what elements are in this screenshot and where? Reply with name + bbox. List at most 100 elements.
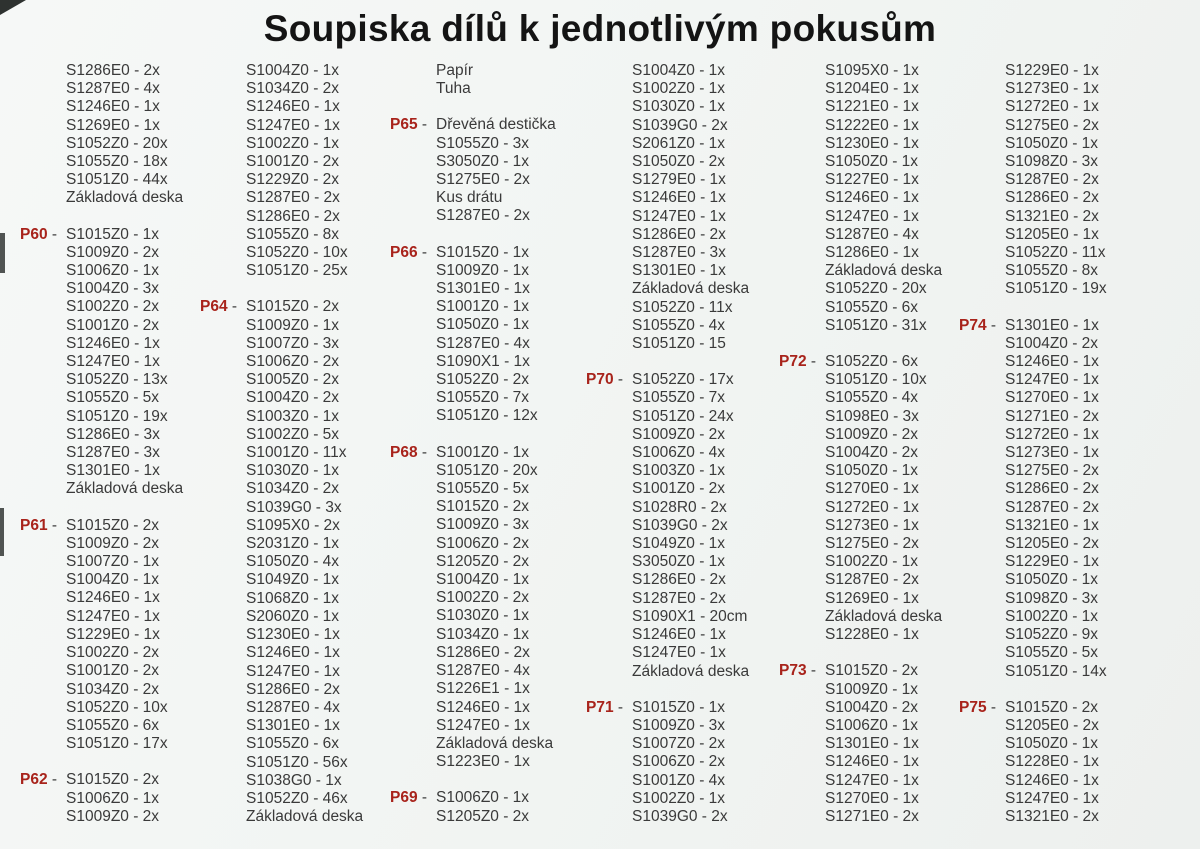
part-item: S1001Z0 - 11x xyxy=(246,444,347,462)
part-item: S1301E0 - 1x xyxy=(1005,316,1099,334)
part-item: S1090X1 - 1x xyxy=(436,352,530,370)
part-item: Základová deska xyxy=(825,607,943,625)
part-item: S1034Z0 - 2x xyxy=(66,680,160,698)
part-item: S1246E0 - 1x xyxy=(246,644,340,662)
part-item: S1015Z0 - 2x xyxy=(1005,698,1099,716)
label-dash: - xyxy=(47,225,58,243)
continued-parts-block: S1004Z0 - 1x S1002Z0 - 1x S1030Z0 - 1x S103… xyxy=(586,62,779,353)
part-item: S1205Z0 - 2x xyxy=(436,552,530,570)
experiment-label: P70 - xyxy=(586,371,624,389)
part-item: S1222E0 - 1x xyxy=(825,116,919,134)
part-item: S1015Z0 - 2x xyxy=(66,771,160,789)
part-item: S1287E0 - 2x xyxy=(1005,171,1099,189)
scan-edge-artifact xyxy=(0,508,4,556)
part-item: S1004Z0 - 1x xyxy=(632,62,726,79)
part-item: S1001Z0 - 4x xyxy=(632,771,726,789)
part-item: S1205E0 - 1x xyxy=(1005,225,1099,243)
part-item: S1001Z0 - 1x xyxy=(436,298,530,316)
experiment-block-p61: P61 - S1015Z0 - 2x S1009Z0 - 2x S1007Z0 - 1… xyxy=(20,517,200,754)
part-item: S1287E0 - 3x xyxy=(632,244,726,262)
part-item: S1001Z0 - 1x xyxy=(436,443,530,461)
part-item: S1050Z0 - 1x xyxy=(1005,134,1099,152)
part-item: S1275E0 - 2x xyxy=(436,171,530,189)
part-item: S1286E0 - 2x xyxy=(632,571,726,589)
part-item: S1001Z0 - 2x xyxy=(66,316,160,334)
part-item: S1246E0 - 1x xyxy=(66,589,160,607)
part-item: S1050Z0 - 1x xyxy=(825,153,919,171)
label-dash: - xyxy=(47,771,58,789)
part-item: S1247E0 - 1x xyxy=(246,662,340,680)
part-item: S1034Z0 - 2x xyxy=(246,80,340,98)
part-item: S1228E0 - 1x xyxy=(825,626,919,644)
part-item: S1030Z0 - 1x xyxy=(246,462,340,480)
part-item: S1246E0 - 1x xyxy=(632,626,726,644)
part-item: S1272E0 - 1x xyxy=(1005,98,1099,116)
part-item: S1275E0 - 2x xyxy=(825,535,919,553)
part-item: S1009Z0 - 3x xyxy=(632,716,726,734)
part-item: S1052Z0 - 17x xyxy=(632,371,734,389)
part-item: S1009Z0 - 3x xyxy=(436,516,530,534)
part-item: S1229E0 - 1x xyxy=(66,625,160,643)
part-item: S1247E0 - 1x xyxy=(66,353,160,371)
experiment-block-p73: P73 - S1015Z0 - 2x S1009Z0 - 1x S1004Z0 - 2… xyxy=(779,662,959,826)
part-item: S1009Z0 - 1x xyxy=(246,316,340,334)
part-item: S1229E0 - 1x xyxy=(1005,62,1099,79)
part-item: S1287E0 - 3x xyxy=(66,444,160,462)
part-item: S1009Z0 - 1x xyxy=(436,261,530,279)
part-item: S1052Z0 - 11x xyxy=(1005,244,1106,262)
part-item: S1006Z0 - 2x xyxy=(436,534,530,552)
experiment-label: P74 - xyxy=(959,316,997,334)
part-item: S1246E0 - 1x xyxy=(1005,353,1099,371)
part-item: S1098Z0 - 3x xyxy=(1005,153,1099,171)
part-item: S1230E0 - 1x xyxy=(825,134,919,152)
part-item: S1246E0 - 1x xyxy=(632,189,726,207)
part-item: S1049Z0 - 1x xyxy=(632,535,726,553)
part-item: S1051Z0 - 15 xyxy=(632,335,726,353)
experiment-label: P62 - xyxy=(20,771,58,789)
part-item: S1049Z0 - 1x xyxy=(246,571,340,589)
parts-column-3: Papír Tuha P65 - Dřevěná destička S1055Z0 - … xyxy=(390,62,586,826)
part-item: S1002Z0 - 1x xyxy=(825,553,919,571)
part-item: Kus drátu xyxy=(436,189,503,207)
experiment-block-p66: P66 - S1015Z0 - 1x S1009Z0 - 1x S1301E0 - 1… xyxy=(390,244,586,426)
part-item: S1098Z0 - 3x xyxy=(1005,589,1099,607)
part-item: S1246E0 - 1x xyxy=(66,98,160,116)
part-item: S1039G0 - 2x xyxy=(632,807,728,825)
part-item: S1006Z0 - 1x xyxy=(436,789,530,807)
part-item: S1055Z0 - 4x xyxy=(632,316,726,334)
part-item: S1009Z0 - 1x xyxy=(825,680,919,698)
part-item: S1052Z0 - 20x xyxy=(825,280,927,298)
part-item: S1287E0 - 4x xyxy=(66,80,160,98)
part-item: S1055Z0 - 7x xyxy=(632,389,726,407)
part-item: S1269E0 - 1x xyxy=(825,589,919,607)
part-item: S1002Z0 - 1x xyxy=(1005,607,1099,625)
part-item: S1205Z0 - 2x xyxy=(436,807,530,825)
label-dash: - xyxy=(613,371,624,389)
label-dash: - xyxy=(806,353,817,371)
part-item: S1006Z0 - 1x xyxy=(825,716,919,734)
part-item: S1055Z0 - 7x xyxy=(436,389,530,407)
part-item: Základová deska xyxy=(66,189,184,207)
part-item: S1002Z0 - 1x xyxy=(632,789,726,807)
part-item: S1015Z0 - 2x xyxy=(825,662,919,680)
part-item: S1052Z0 - 46x xyxy=(246,789,348,807)
part-item: S1004Z0 - 3x xyxy=(66,280,160,298)
part-item: S1287E0 - 4x xyxy=(436,334,530,352)
part-item: S1229E0 - 1x xyxy=(1005,553,1099,571)
part-item: S1050Z0 - 4x xyxy=(246,553,340,571)
part-item: S1028R0 - 2x xyxy=(632,498,727,516)
experiment-label: P61 - xyxy=(20,516,58,534)
part-item: S1007Z0 - 1x xyxy=(66,553,160,571)
part-item: S1004Z0 - 1x xyxy=(436,571,530,589)
part-item: S1055Z0 - 4x xyxy=(825,389,919,407)
part-item: S1246E0 - 1x xyxy=(246,98,340,116)
experiment-block-p64: P64 - S1015Z0 - 2x S1009Z0 - 1x S1007Z0 - 3… xyxy=(200,298,390,826)
experiment-block-p68: P68 - S1001Z0 - 1x S1051Z0 - 20x S1055Z0 - … xyxy=(390,444,586,772)
experiment-label: P60 - xyxy=(20,225,58,243)
part-item: S1052Z0 - 9x xyxy=(1005,626,1099,644)
label-dash: - xyxy=(806,662,817,680)
part-item: S1286E0 - 1x xyxy=(825,244,919,262)
continued-parts-block: S1095X0 - 1x S1204E0 - 1x S1221E0 - 1x S122… xyxy=(779,62,959,335)
part-item: S1301E0 - 1x xyxy=(632,262,726,280)
experiment-label: P68 - xyxy=(390,443,428,461)
